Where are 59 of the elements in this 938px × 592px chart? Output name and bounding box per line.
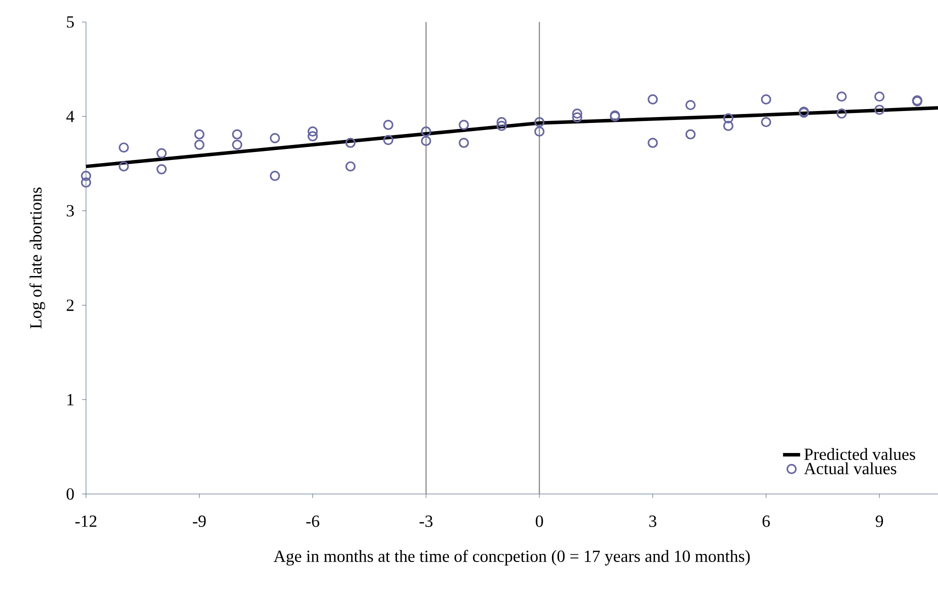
y-tick-label: 4 xyxy=(66,110,74,122)
point xyxy=(723,120,734,131)
x-tick-label: -9 xyxy=(192,516,206,527)
x-tick-label: -3 xyxy=(420,516,432,527)
line-series xyxy=(84,106,938,168)
point xyxy=(534,126,544,137)
point xyxy=(458,120,469,130)
legend-label: Predicted values xyxy=(804,448,916,460)
point xyxy=(836,108,847,119)
point xyxy=(232,129,242,140)
x-tick-label: 6 xyxy=(762,516,770,527)
point xyxy=(836,91,847,102)
point xyxy=(648,94,658,105)
point xyxy=(760,116,772,128)
point xyxy=(874,91,885,102)
x-tick-label: 9 xyxy=(876,516,883,527)
point xyxy=(308,126,318,137)
point xyxy=(270,133,280,144)
point xyxy=(572,112,582,122)
point xyxy=(496,120,507,131)
x-axis-title: Age in months at the time of concpetion (0 = 17 years and 10 months) xyxy=(274,550,750,566)
x-tick-label: -6 xyxy=(306,516,320,527)
point xyxy=(345,161,356,172)
point xyxy=(118,161,129,172)
point xyxy=(156,164,167,174)
point xyxy=(232,140,242,150)
point xyxy=(345,138,356,148)
point xyxy=(458,138,469,148)
point xyxy=(270,170,280,181)
y-tick-label: 5 xyxy=(66,16,74,28)
point xyxy=(534,116,544,128)
point xyxy=(156,148,167,158)
point xyxy=(685,129,696,140)
point xyxy=(118,142,129,153)
point xyxy=(685,100,696,110)
point xyxy=(80,170,92,181)
y-tick-label: 2 xyxy=(66,300,74,311)
point xyxy=(194,140,204,150)
point xyxy=(308,131,318,142)
y-tick-label: 1 xyxy=(67,394,74,406)
point xyxy=(648,138,658,148)
point xyxy=(383,134,394,146)
y-tick-label: 0 xyxy=(66,488,74,500)
point xyxy=(572,108,582,119)
y-axis-title: Log of late abortions xyxy=(29,188,46,329)
x-tick-label: -12 xyxy=(75,516,96,527)
point xyxy=(80,177,92,188)
point xyxy=(420,136,432,146)
y-tick-label: 3 xyxy=(66,205,74,217)
x-tick-label: 3 xyxy=(649,516,656,527)
point xyxy=(383,120,394,130)
point xyxy=(723,113,734,124)
x-tick-label: 0 xyxy=(536,516,543,527)
point xyxy=(874,104,885,115)
point xyxy=(194,129,204,140)
point xyxy=(760,94,772,105)
point xyxy=(496,116,507,128)
legend-label: Actual values xyxy=(804,462,896,474)
point xyxy=(420,126,432,137)
